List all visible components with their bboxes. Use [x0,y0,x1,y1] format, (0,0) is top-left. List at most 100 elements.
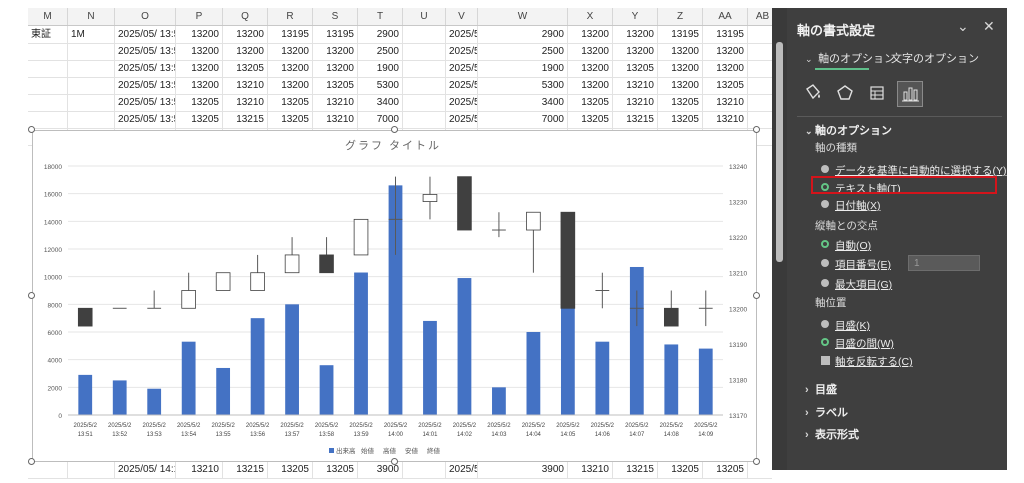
sheet-cell[interactable]: 13205 [223,60,268,77]
sheet-cell[interactable] [68,77,115,94]
volume-series[interactable] [78,185,713,415]
sheet-cell[interactable]: 13195 [658,26,703,43]
sheet-cell[interactable]: 13200 [568,60,613,77]
sheet-cell[interactable]: 2025/05/ 14:19 [115,461,176,478]
sheet-cell[interactable] [403,111,446,128]
section-labels[interactable]: › ラベル [805,404,848,420]
tab-axis-options[interactable]: ⌄ 軸のオプション [805,50,895,66]
sheet-cell[interactable]: 13215 [223,461,268,478]
sheet-cell[interactable]: 13200 [176,60,223,77]
sheet-cell[interactable] [403,77,446,94]
sheet-cell[interactable]: 13200 [568,43,613,60]
sheet-cell[interactable]: 13210 [613,94,658,111]
close-icon[interactable]: ✕ [983,18,995,34]
section-tick-marks[interactable]: › 目盛 [805,381,837,397]
sheet-row[interactable]: 2025/05/ 13:5613205132151320513210700020… [28,111,772,129]
sheet-cell[interactable]: 13210 [703,94,748,111]
sheet-cell[interactable]: 2025/5/2 13:54 [446,77,478,94]
sheet-cell[interactable] [403,60,446,77]
sheet-cell[interactable]: 2025/5/2 13:55 [446,94,478,111]
column-header-w[interactable]: W [478,8,568,25]
sheet-cell[interactable]: 東証 [28,26,68,43]
sheet-cell[interactable] [403,26,446,43]
section-axis-options[interactable]: ⌄ 軸のオプション [805,122,892,138]
sheet-cell[interactable]: 13200 [568,77,613,94]
resize-handle-tl[interactable] [28,126,35,133]
sheet-cell[interactable]: 2025/5/2 13:56 [446,111,478,128]
sheet-cell[interactable]: 2025/05/ 13:56 [115,111,176,128]
sheet-cell[interactable]: 13205 [613,60,658,77]
sheet-cell[interactable]: 13195 [268,26,313,43]
fill-line-icon[interactable] [801,81,827,107]
sheet-cell[interactable] [28,94,68,111]
column-header-m[interactable]: M [28,8,68,25]
sheet-cell[interactable]: 13200 [176,77,223,94]
sheet-cell[interactable]: 13205 [568,111,613,128]
sheet-cell[interactable]: 13200 [703,60,748,77]
sheet-cell[interactable]: 13200 [613,26,658,43]
chevron-down-icon[interactable]: ⌄ [957,18,969,34]
resize-handle-bm[interactable] [391,458,398,465]
sheet-cell[interactable]: 13205 [313,461,358,478]
sheet-cell[interactable]: 13200 [268,60,313,77]
sheet-row-bottom[interactable]: 2025/05/ 14:1913210132151320513205390020… [28,461,772,479]
stock-chart[interactable]: グラフ タイトル 0 2000 4000 6000 8000 10000 12000 1400… [32,130,757,462]
sheet-cell[interactable]: 13210 [223,77,268,94]
sheet-cell[interactable]: 3900 [478,461,568,478]
sheet-cell[interactable]: 1900 [358,60,403,77]
sheet-cell[interactable]: 2500 [358,43,403,60]
sheet-cell[interactable]: 13210 [313,111,358,128]
chart-legend[interactable]: 出来高 始値 高値 安値 終値 [329,446,441,455]
sheet-cell[interactable]: 13200 [223,43,268,60]
scrollbar-thumb[interactable] [776,42,783,262]
sheet-cell[interactable]: 13200 [658,43,703,60]
sheet-cell[interactable]: 13210 [223,94,268,111]
sheet-cell[interactable] [403,94,446,111]
axis-options-icon[interactable] [897,81,923,107]
column-header-y[interactable]: Y [613,8,658,25]
sheet-cell[interactable]: 13205 [268,111,313,128]
sheet-cell[interactable]: 2900 [358,26,403,43]
sheet-cell[interactable]: 5300 [478,77,568,94]
sheet-cell[interactable]: 1900 [478,60,568,77]
sheet-cell[interactable]: 3900 [358,461,403,478]
sheet-cell[interactable]: 13210 [568,461,613,478]
sheet-row[interactable]: 2025/05/ 13:5313200132051320013200190020… [28,60,772,78]
sheet-cell[interactable]: 2025/5/2 13:52 [446,43,478,60]
sheet-cell[interactable]: 2025/5/2 14:19 [446,461,478,478]
sheet-cell[interactable]: 13205 [703,77,748,94]
panel-scrollbar[interactable] [772,8,787,470]
effects-icon[interactable] [833,81,859,107]
resize-handle-mr[interactable] [753,292,760,299]
sheet-cell[interactable]: 13205 [268,461,313,478]
section-number-format[interactable]: › 表示形式 [805,426,859,442]
sheet-cell[interactable] [68,111,115,128]
sheet-cell[interactable] [28,77,68,94]
column-header-aa[interactable]: AA [703,8,748,25]
column-header-o[interactable]: O [115,8,176,25]
sheet-cell[interactable] [403,43,446,60]
column-header-q[interactable]: Q [223,8,268,25]
sheet-cell[interactable]: 13210 [176,461,223,478]
sheet-cell[interactable]: 13200 [176,43,223,60]
sheet-cell[interactable]: 7000 [358,111,403,128]
tab-text-options[interactable]: 文字のオプション [891,50,979,66]
column-header-t[interactable]: T [358,8,403,25]
sheet-cell[interactable]: 13205 [658,94,703,111]
sheet-cell[interactable]: 2500 [478,43,568,60]
chart-title[interactable]: グラフ タイトル [345,138,441,152]
sheet-cell[interactable] [28,111,68,128]
column-header-z[interactable]: Z [658,8,703,25]
resize-handle-br[interactable] [753,458,760,465]
sheet-cell[interactable] [28,43,68,60]
sheet-cell[interactable]: 13200 [268,77,313,94]
sheet-cell[interactable] [28,60,68,77]
sheet-cell[interactable]: 13200 [658,60,703,77]
column-header-r[interactable]: R [268,8,313,25]
sheet-cell[interactable]: 13200 [223,26,268,43]
sheet-cell[interactable] [68,60,115,77]
column-header-x[interactable]: X [568,8,613,25]
sheet-cell[interactable]: 13200 [568,26,613,43]
sheet-row[interactable]: 2025/05/ 13:5413200132101320013205530020… [28,77,772,95]
